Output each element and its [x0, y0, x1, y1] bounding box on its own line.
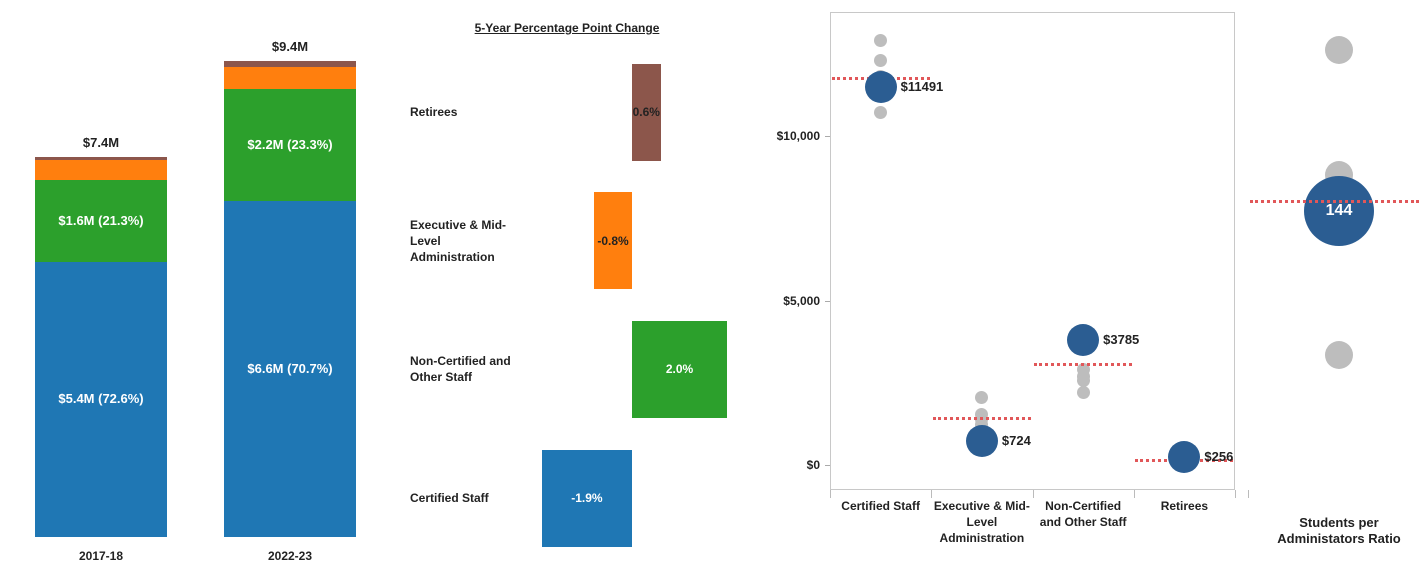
- comparison-dot: [1076, 373, 1090, 387]
- plot-frame: [830, 12, 1235, 490]
- y-tick-label: $10,000: [776, 129, 820, 144]
- y-tick-label: $5,000: [783, 293, 820, 308]
- bar: [594, 192, 632, 290]
- category-label: 2022-23: [267, 549, 313, 562]
- category-label: Retirees: [1160, 499, 1209, 513]
- category-label: Retirees: [410, 105, 458, 119]
- category-label: Certified Staff: [410, 491, 489, 506]
- comparison-dot: [874, 53, 888, 67]
- total-label: $7.4M: [82, 135, 120, 151]
- y-tick: [825, 136, 830, 138]
- axis-separator: [931, 490, 933, 498]
- value-label: $11491: [900, 78, 944, 94]
- bar-segment: [35, 261, 167, 537]
- axis-separator: [1235, 490, 1236, 498]
- axis-separator: [830, 490, 831, 498]
- chart-title: Students per Administators Ratio: [1277, 515, 1401, 546]
- value-dot: [1067, 324, 1100, 357]
- total-label: $9.4M: [271, 38, 309, 54]
- reference-line: [932, 417, 1031, 421]
- bar-value-label: $6.6M (70.7%): [247, 360, 333, 376]
- bar: [632, 320, 727, 418]
- value-label: $3785: [1103, 332, 1140, 348]
- reference-line: [1250, 200, 1419, 204]
- category-label: Non-Certified and Other Staff: [410, 354, 511, 385]
- value-label: $256: [1204, 448, 1234, 464]
- bar-segment: [224, 60, 356, 67]
- category-label: Certified Staff: [841, 499, 920, 513]
- axis-separator: [1248, 490, 1249, 498]
- y-tick: [825, 464, 830, 466]
- value-label: $724: [1001, 433, 1031, 449]
- value-dot: [965, 425, 998, 458]
- bar-value-label: $1.6M (21.3%): [58, 213, 144, 229]
- comparison-dot: [1076, 386, 1090, 400]
- bar: [632, 63, 661, 161]
- category-label: Executive & Mid-Level Administration: [410, 217, 507, 264]
- bar-value-label: -1.9%: [571, 491, 603, 506]
- bar-value-label: -0.8%: [597, 233, 629, 248]
- reference-line: [1034, 363, 1133, 367]
- comparison-dot: [975, 391, 989, 405]
- bar-value-label: $5.4M (72.6%): [58, 391, 144, 407]
- bar: [541, 449, 632, 547]
- y-tick-label: $0: [806, 457, 820, 472]
- bar-segment: [35, 180, 167, 262]
- chart-title: 5-Year Percentage Point Change: [474, 21, 660, 35]
- bar-segment: [224, 88, 356, 201]
- bar-value-label: $2.2M (23.3%): [247, 136, 333, 152]
- category-label: Executive & Mid-Level Administration: [933, 499, 1030, 545]
- comparison-dot: [874, 34, 888, 48]
- bar-segment: [224, 200, 356, 537]
- bar-segment: [35, 157, 167, 160]
- comparison-dot: [1325, 36, 1353, 65]
- value-dot: [1168, 440, 1201, 473]
- bar-value-label: 2.0%: [665, 362, 694, 377]
- category-label: Non-Certified and Other Staff: [1039, 499, 1127, 529]
- value-dot: [864, 70, 897, 103]
- category-label: 2017-18: [78, 549, 124, 562]
- bar-value-label: 0.6%: [632, 105, 660, 119]
- comparison-dot: [874, 105, 888, 119]
- bar-segment: [35, 159, 167, 181]
- axis-separator: [1032, 490, 1034, 498]
- y-tick: [825, 300, 830, 302]
- value-label: 144: [1325, 202, 1353, 220]
- comparison-dot: [1325, 341, 1353, 370]
- value-bubble: [1304, 176, 1374, 247]
- axis-separator: [1133, 490, 1135, 498]
- bar-segment: [224, 66, 356, 89]
